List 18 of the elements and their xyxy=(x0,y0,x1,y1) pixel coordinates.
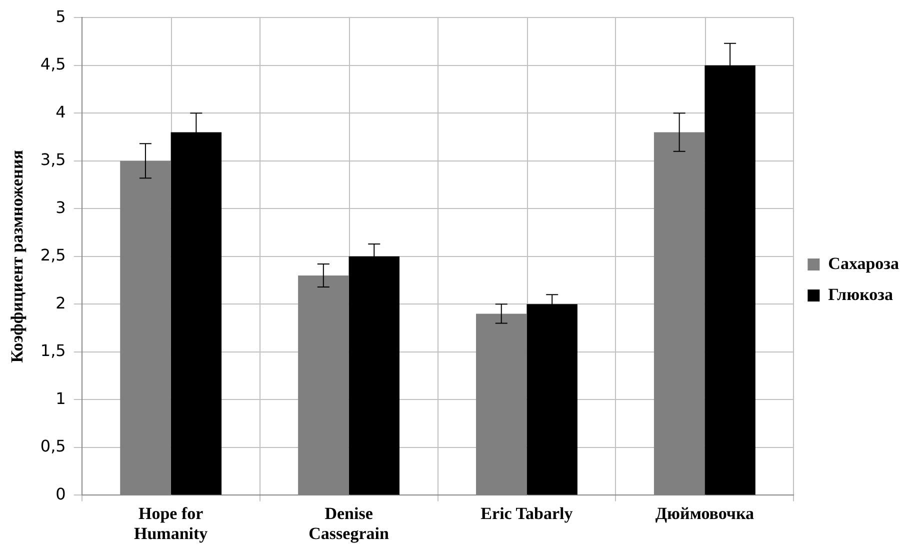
y-tick-label: 2 xyxy=(56,293,66,312)
y-tick-label: 0 xyxy=(56,484,66,504)
x-tick-label: Denise Cassegrain xyxy=(308,504,390,544)
x-tick-label: Hope for Humanity xyxy=(134,504,208,544)
y-tick-label: 4 xyxy=(56,102,66,122)
y-tick-label: 1 xyxy=(56,388,66,408)
y-axis-title: Коэффициент размножения xyxy=(8,150,27,363)
legend-label: Сахароза xyxy=(828,254,900,273)
x-tick-label: Дюймовочка xyxy=(655,504,755,523)
y-tick-label: 3 xyxy=(56,198,66,217)
y-tick-label: 4,5 xyxy=(40,54,66,74)
y-tick-label: 2,5 xyxy=(40,246,66,265)
x-tick-label: Eric Tabarly xyxy=(480,504,574,523)
y-tick-label: 0,5 xyxy=(40,436,66,456)
legend-label: Глюкоза xyxy=(828,284,894,304)
y-tick-label: 1,5 xyxy=(40,341,66,360)
y-tick-label: 3,5 xyxy=(40,150,66,170)
y-tick-label: 5 xyxy=(56,6,66,26)
